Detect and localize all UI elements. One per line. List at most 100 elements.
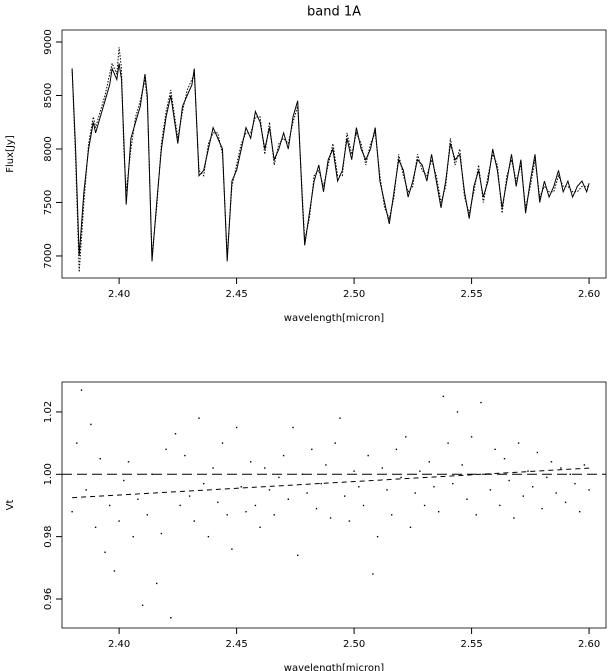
scatter-point (268, 489, 271, 491)
plot-frame (61, 381, 607, 629)
scatter-point (564, 501, 567, 504)
y-tick-label: 8000 (43, 136, 54, 161)
scatter-point (240, 486, 242, 488)
scatter-point (226, 514, 228, 516)
scatter-point (80, 389, 83, 391)
scatter-point (217, 501, 219, 504)
scatter-point (76, 442, 78, 444)
scatter-point (442, 395, 445, 398)
scatter-point (405, 436, 407, 438)
x-tick-label: 2.45 (225, 639, 247, 650)
x-tick-label: 2.55 (460, 639, 482, 650)
scatter-point (583, 464, 586, 466)
scatter-point (508, 479, 510, 482)
scatter-point (414, 492, 416, 494)
scatter-point (320, 482, 322, 485)
scatter-point (141, 604, 144, 606)
scatter-point (235, 426, 238, 429)
scatter-point (325, 464, 327, 466)
line-series (71, 63, 590, 262)
scatter-point (503, 457, 506, 460)
y-tick-label: 7500 (43, 190, 54, 215)
scatter-point (447, 442, 449, 444)
scatter-point (343, 495, 346, 497)
scatter-point (212, 467, 214, 469)
x-tick-label: 2.45 (225, 289, 247, 300)
y-tick-label: 1.02 (43, 401, 54, 423)
scatter-point (517, 442, 520, 444)
scatter-point (207, 535, 210, 538)
scatter-point (386, 489, 388, 491)
scatter-point (315, 507, 318, 510)
scatter-point (287, 498, 289, 500)
scatter-point (409, 526, 412, 528)
x-tick-label: 2.60 (578, 639, 600, 650)
scatter-point (179, 504, 181, 507)
scatter-point (113, 570, 116, 572)
scatter-point (85, 489, 87, 491)
scatter-point (489, 489, 492, 491)
scatter-point (188, 495, 191, 497)
scatter-point (160, 532, 163, 535)
scatter-point (536, 451, 539, 454)
scatter-point (245, 511, 247, 513)
scatter-point (531, 486, 534, 488)
scatter-point (132, 535, 134, 538)
y-tick-label: 7000 (43, 243, 54, 268)
y-axis-label: Flux[Jy] (5, 135, 16, 173)
scatter-point (499, 504, 501, 507)
scatter-point (104, 551, 106, 553)
scatter-point (569, 473, 571, 475)
scatter-point (254, 504, 257, 507)
scatter-point (249, 461, 252, 463)
scatter-point (198, 417, 200, 419)
scatter-point (546, 476, 548, 479)
scatter-point (193, 520, 195, 522)
scatter-point (362, 504, 365, 507)
scatter-point (165, 448, 167, 451)
scatter-point (428, 461, 430, 463)
scatter-point (527, 470, 529, 472)
scatter-point (452, 482, 454, 485)
y-axis-label: Vt (5, 500, 16, 511)
line-series (72, 467, 590, 499)
scatter-point (306, 492, 308, 494)
x-tick-label: 2.55 (460, 289, 482, 300)
y-tick-label: 1.00 (43, 463, 54, 485)
scatter-point (311, 448, 313, 451)
scatter-point (367, 454, 369, 457)
scatter-point (109, 504, 111, 507)
scatter-point (494, 448, 496, 451)
scatter-point (123, 479, 125, 482)
scatter-point (273, 514, 275, 516)
scatter-point (137, 498, 139, 500)
scatter-point (550, 461, 553, 463)
scatter-point (470, 436, 473, 438)
scatter-point (555, 492, 557, 494)
scatter-point (231, 548, 233, 550)
scatter-point (541, 507, 543, 510)
scatter-point (480, 401, 482, 404)
scatter-point (339, 417, 341, 419)
scatter-point (466, 498, 468, 500)
x-axis-label: wavelength[micron] (284, 313, 385, 324)
plot-frame (61, 29, 607, 279)
y-tick-label: 0.98 (43, 526, 54, 548)
scatter-point (433, 486, 435, 488)
y-tick-label: 0.96 (43, 588, 54, 610)
scatter-point (264, 467, 266, 469)
scatter-point (90, 423, 92, 426)
y-tick-label: 8500 (43, 83, 54, 108)
scatter-point (174, 433, 177, 435)
x-tick-label: 2.40 (108, 639, 130, 650)
scatter-point (423, 504, 426, 507)
scatter-point (522, 495, 524, 497)
scatter-point (578, 511, 581, 513)
scatter-point (329, 517, 332, 519)
scatter-point (588, 489, 590, 491)
scatter-point (292, 426, 294, 429)
scatter-point (282, 454, 285, 457)
scatter-point (202, 482, 205, 485)
chart-title: band 1A (307, 5, 361, 20)
